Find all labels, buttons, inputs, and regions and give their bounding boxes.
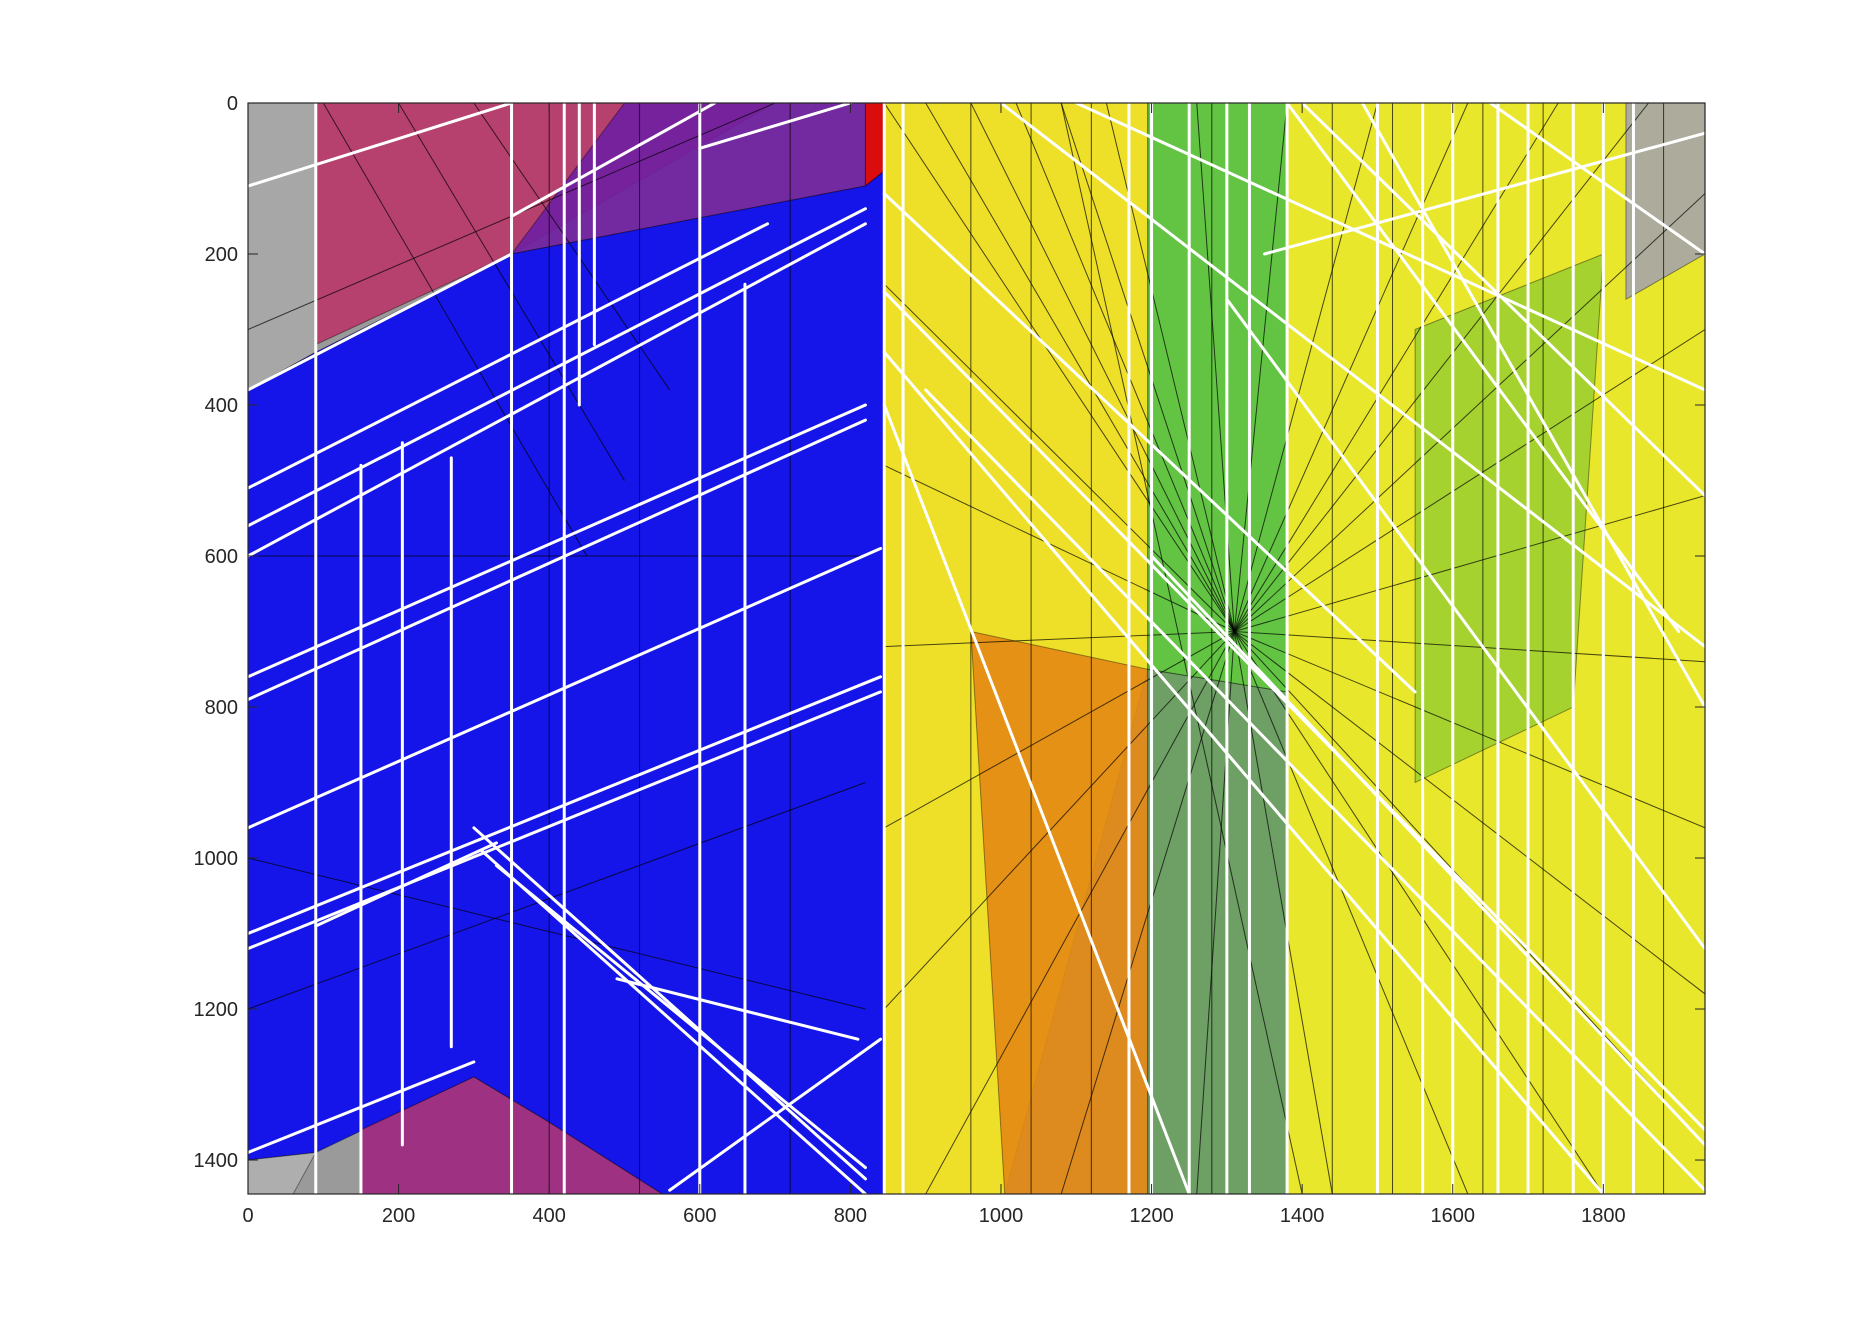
white-segment [999,103,1705,649]
white-segment [1074,103,1705,392]
white-segment [479,848,867,1194]
white-segment [472,826,867,1181]
white-segment [1285,103,1681,634]
x-tick-label: 1400 [1280,1205,1325,1227]
white-segment [882,290,1705,1132]
white-segment [248,103,514,188]
y-tick-label: 800 [205,697,238,719]
white-segment [248,403,867,679]
y-tick-label: 1400 [194,1150,239,1172]
region-top-left-gray [248,103,317,391]
white-segment [494,864,867,1170]
y-tick-label: 1200 [194,999,239,1021]
black-segment [248,782,866,1010]
region-top-right-gray [1625,103,1705,301]
y-tick-label: 600 [205,546,238,568]
color-regions [248,103,1705,1194]
white-segment [248,222,770,490]
white-segment [510,103,717,218]
black-segment [1234,631,1705,995]
axes-frame [247,102,1706,1195]
white-segment [248,222,867,558]
black-segment [884,631,1235,829]
y-tick-label: 400 [205,395,238,417]
white-segment [698,103,852,150]
x-tick-label: 1600 [1431,1205,1476,1227]
x-tick-label: 600 [683,1205,716,1227]
black-segment [1060,631,1235,1194]
black-segment [883,283,1235,632]
white-segment [882,192,1417,694]
black-segment [1234,495,1705,632]
white-segment [1225,297,1705,951]
y-tick-label: 0 [227,93,238,115]
white-segments [248,103,1705,1194]
black-segment [322,103,588,557]
black-segment [1234,631,1705,663]
y-tick-label: 200 [205,244,238,266]
white-segment [882,403,1191,1194]
x-tick-label: 1000 [979,1205,1024,1227]
white-segment [248,252,514,392]
black-segment [1060,103,1235,632]
x-tick-label: 0 [242,1205,253,1227]
white-segment [1360,103,1705,709]
black-segment [1233,631,1469,1194]
black-segment [1233,103,1469,632]
black-segment [1233,103,1288,632]
x-tick-label: 800 [834,1205,867,1227]
black-segment [1233,103,1649,632]
black-segment [1234,631,1705,829]
black-segment [925,103,1235,632]
white-segment [1150,554,1705,1147]
x-tick-label: 1800 [1581,1205,1626,1227]
y-axis: 0 200 400 600 800 1000 1200 1400 [194,93,1705,1172]
black-segment [1015,103,1235,632]
black-segment [883,103,1235,632]
black-segment [1233,631,1604,1194]
black-segment [1234,329,1705,632]
white-segment [314,841,498,928]
x-axis: 0 200 400 600 800 1000 1200 1400 1600 1800 [242,103,1626,1227]
black-segment [473,103,671,391]
white-segment [1263,131,1705,256]
white-segment [924,388,1705,1192]
white-segment [248,418,867,701]
y-tick-label: 1000 [194,848,239,870]
black-segment [248,857,866,1010]
region-bottom-left-gray [248,1151,317,1194]
x-tick-label: 200 [382,1205,415,1227]
black-segment [1060,103,1303,1194]
x-tick-label: 400 [533,1205,566,1227]
white-segment [615,977,860,1041]
plot-area [248,103,1705,1194]
region-green-column [1147,668,1288,1194]
x-tick-label: 1200 [1129,1205,1174,1227]
black-segment [884,631,1235,648]
white-segment [1488,103,1705,256]
white-segment [668,1037,882,1192]
white-segment [882,350,1605,1194]
black-segment [1234,193,1705,632]
white-segment [248,207,867,528]
black-segment [884,464,1235,632]
